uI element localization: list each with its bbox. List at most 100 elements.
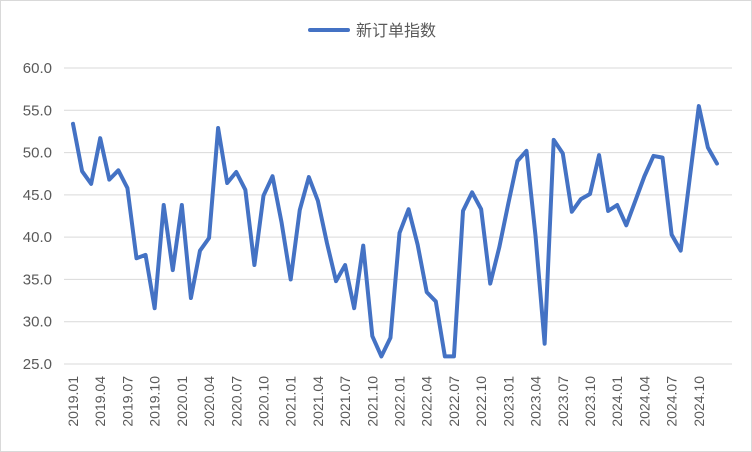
data-point [588, 192, 592, 196]
data-point [379, 354, 383, 358]
x-tick-label: 2024.10 [691, 376, 707, 427]
data-point [171, 268, 175, 272]
x-tick-label: 2023.01 [500, 376, 516, 427]
data-point [225, 181, 229, 185]
y-tick-label: 40.0 [23, 229, 52, 246]
y-tick-label: 25.0 [23, 356, 52, 373]
y-tick-label: 45.0 [23, 187, 52, 204]
y-tick-label: 60.0 [23, 60, 52, 77]
y-axis-ticks: 25.0 30.0 35.0 40.0 45.0 50.0 55.0 60.0 [23, 60, 52, 373]
data-point [606, 209, 610, 213]
data-point [316, 199, 320, 203]
x-tick-label: 2023.04 [528, 376, 544, 427]
data-point [298, 208, 302, 212]
data-point [407, 207, 411, 211]
data-point [343, 263, 347, 267]
gridlines [64, 67, 732, 365]
data-point [479, 207, 483, 211]
x-tick-label: 2020.04 [201, 376, 217, 427]
data-point [488, 282, 492, 286]
data-point [71, 122, 75, 126]
data-point [361, 244, 365, 248]
data-point [289, 277, 293, 281]
data-point [688, 176, 692, 180]
x-tick-label: 2019.10 [147, 376, 163, 427]
data-point [416, 243, 420, 247]
data-point [651, 154, 655, 158]
data-point [207, 236, 211, 240]
data-point [642, 174, 646, 178]
data-point [307, 175, 311, 179]
y-tick-label: 35.0 [23, 271, 52, 288]
x-tick-label: 2021.10 [364, 376, 380, 427]
x-tick-label: 2022.04 [419, 376, 435, 427]
x-tick-label: 2020.07 [228, 376, 244, 427]
data-point [461, 209, 465, 213]
data-point [697, 104, 701, 108]
x-tick-label: 2022.10 [473, 376, 489, 427]
y-tick-label: 50.0 [23, 145, 52, 162]
data-point [515, 159, 519, 163]
data-point [261, 194, 265, 198]
x-tick-label: 2019.04 [92, 376, 108, 427]
data-point [443, 354, 447, 358]
data-point [116, 168, 120, 172]
data-point [597, 153, 601, 157]
data-point [434, 299, 438, 303]
data-point [670, 233, 674, 237]
data-point [679, 249, 683, 253]
legend: 新订单指数 [308, 21, 436, 40]
data-point [107, 178, 111, 182]
data-point [561, 151, 565, 155]
x-tick-label: 2020.10 [255, 376, 271, 427]
data-point [198, 249, 202, 253]
data-point [352, 306, 356, 310]
data-point [252, 263, 256, 267]
data-point [98, 136, 102, 140]
x-tick-label: 2021.01 [283, 376, 299, 427]
data-point [243, 188, 247, 192]
legend-label: 新订单指数 [356, 21, 436, 40]
x-tick-label: 2022.01 [392, 376, 408, 427]
data-point [525, 149, 529, 153]
data-point [280, 221, 284, 225]
data-point [615, 203, 619, 207]
data-point [271, 174, 275, 178]
data-point [543, 342, 547, 346]
x-tick-label: 2023.07 [555, 376, 571, 427]
x-tick-label: 2020.01 [174, 376, 190, 427]
data-point [579, 197, 583, 201]
data-point [470, 190, 474, 194]
data-point [144, 253, 148, 257]
data-point [216, 126, 220, 130]
data-point [570, 210, 574, 214]
series-group [71, 104, 719, 359]
x-tick-label: 2019.07 [119, 376, 135, 427]
y-tick-label: 30.0 [23, 314, 52, 331]
x-tick-label: 2024.07 [664, 376, 680, 427]
x-axis-ticks: 2019.01 2019.04 2019.07 2019.10 2020.01 2020.… [65, 376, 707, 427]
data-point [497, 245, 501, 249]
x-tick-label: 2023.10 [582, 376, 598, 427]
data-point [425, 290, 429, 294]
data-point [80, 169, 84, 173]
data-point [706, 146, 710, 150]
data-point [661, 156, 665, 160]
x-tick-label: 2024.04 [636, 376, 652, 427]
data-point [89, 182, 93, 186]
data-point [180, 203, 184, 207]
data-point [452, 354, 456, 358]
data-point [153, 306, 157, 310]
data-point [189, 296, 193, 300]
data-point [134, 256, 138, 260]
x-tick-label: 2022.07 [446, 376, 462, 427]
data-point [624, 223, 628, 227]
data-point [125, 186, 129, 190]
series-line-新订单指数 [71, 104, 719, 359]
data-point [388, 336, 392, 340]
x-tick-label: 2021.04 [310, 376, 326, 427]
data-point [715, 162, 719, 166]
data-point [334, 279, 338, 283]
x-tick-label: 2019.01 [65, 376, 81, 427]
